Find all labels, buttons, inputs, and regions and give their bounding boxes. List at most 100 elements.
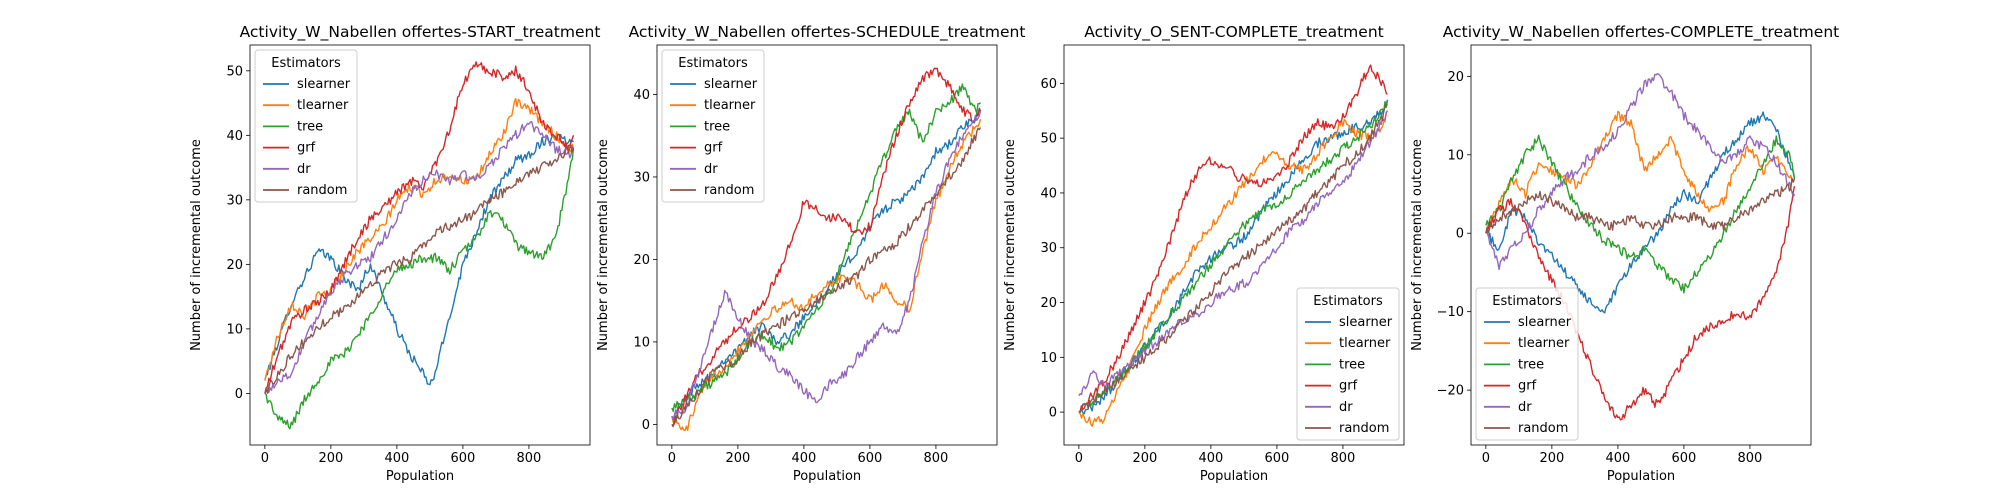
chart-panel-3: 0 200 400 600 800 0 10 20 30 40 50 60 Population Numb… (1003, 23, 1405, 484)
chart-panel-4: 0 200 400 600 800 −20 −10 0 10 20 Population Number… (1410, 23, 1839, 484)
x-tick-label: 800 (924, 451, 949, 466)
legend: Estimators slearner tlearner tree grf dr rando… (661, 49, 765, 203)
y-tick-label: 20 (1040, 296, 1057, 311)
legend-label-dr: dr (1339, 400, 1353, 415)
y-axis-label: Number of incremental outcome (189, 139, 204, 351)
series-line-tree (264, 148, 575, 430)
x-tick-label: 600 (1671, 451, 1696, 466)
x-axis-label: Population (793, 469, 861, 484)
legend-label-grf: grf (1339, 379, 1358, 394)
legend-label-slearner: slearner (1339, 315, 1393, 330)
legend-box (661, 49, 765, 203)
y-tick-label: 10 (633, 335, 650, 350)
chart-title: Activity_W_Nabellen offertes-SCHEDULE_tr… (629, 23, 1026, 42)
legend-label-slearner: slearner (297, 77, 351, 92)
legend-title: Estimators (1492, 294, 1562, 309)
y-tick-label: 40 (633, 88, 650, 103)
series-line-slearner (264, 133, 574, 386)
legend-label-slearner: slearner (1518, 315, 1572, 330)
x-axis-label: Population (1200, 469, 1268, 484)
y-tick-label: 0 (1456, 227, 1464, 242)
x-tick-label: 400 (1605, 451, 1630, 466)
y-tick-label: 30 (1040, 241, 1057, 256)
x-axis-label: Population (386, 469, 454, 484)
x-tick-label: 0 (261, 451, 269, 466)
chart-title: Activity_W_Nabellen offertes-COMPLETE_tr… (1443, 23, 1839, 42)
x-tick-label: 600 (857, 451, 882, 466)
x-tick-label: 0 (1482, 451, 1490, 466)
x-tick-label: 800 (517, 451, 542, 466)
x-tick-label: 200 (1132, 451, 1157, 466)
legend-label-tlearner: tlearner (1339, 336, 1391, 351)
legend-label-random: random (1339, 421, 1389, 436)
x-tick-label: 400 (1198, 451, 1223, 466)
series-line-grf (1078, 64, 1388, 413)
series-line-grf (264, 61, 575, 394)
chart-panel-2: 0 200 400 600 800 0 10 20 30 40 Population Number o… (596, 23, 1025, 484)
legend-label-tree: tree (704, 119, 730, 134)
y-tick-label: 10 (226, 322, 243, 337)
legend-label-random: random (704, 183, 754, 198)
series-line-tlearner (1078, 110, 1389, 427)
legend-label-tlearner: tlearner (1518, 336, 1570, 351)
legend-label-grf: grf (704, 141, 723, 156)
series-line-random (1485, 177, 1796, 234)
y-axis-label: Number of incremental outcome (1003, 139, 1018, 351)
y-tick-label: 60 (1040, 77, 1057, 92)
x-tick-label: 200 (725, 451, 750, 466)
y-tick-label: 0 (642, 418, 650, 433)
legend-title: Estimators (271, 56, 341, 71)
x-tick-label: 600 (450, 451, 475, 466)
legend-label-tlearner: tlearner (704, 98, 756, 113)
legend-label-slearner: slearner (704, 77, 758, 92)
legend-label-dr: dr (297, 162, 311, 177)
x-tick-label: 800 (1738, 451, 1763, 466)
legend-label-grf: grf (1518, 379, 1537, 394)
x-tick-label: 400 (791, 451, 816, 466)
legend-label-tree: tree (1518, 357, 1544, 372)
y-tick-label: −20 (1437, 384, 1464, 399)
plot-frame (1063, 44, 1405, 446)
series-line-slearner (671, 107, 982, 420)
chart-panel-1: 0 200 400 600 800 0 10 20 30 40 50 Population Number… (189, 23, 600, 484)
legend-box (1296, 287, 1400, 441)
y-tick-label: 40 (226, 129, 243, 144)
chart-title: Activity_O_SENT-COMPLETE_treatment (1084, 23, 1383, 42)
legend-box (1475, 287, 1579, 441)
x-tick-label: 200 (1539, 451, 1564, 466)
series-line-tlearner (1485, 110, 1796, 234)
legend-label-tree: tree (1339, 357, 1365, 372)
y-tick-label: 20 (226, 258, 243, 273)
y-tick-label: 50 (1040, 132, 1057, 147)
series-line-dr (1078, 110, 1389, 397)
x-tick-label: 600 (1264, 451, 1289, 466)
legend-label-dr: dr (704, 162, 718, 177)
series-line-dr (264, 120, 574, 394)
y-tick-label: 30 (633, 170, 650, 185)
legend: Estimators slearner tlearner tree grf dr rando… (254, 49, 358, 203)
y-axis-label: Number of incremental outcome (1410, 139, 1425, 351)
y-tick-label: 30 (226, 193, 243, 208)
series-line-grf (1485, 186, 1796, 421)
series-line-grf (671, 67, 982, 427)
series-line-dr (671, 110, 982, 420)
y-tick-label: 0 (235, 387, 243, 402)
legend-label-random: random (297, 183, 347, 198)
x-tick-label: 200 (318, 451, 343, 466)
legend-title: Estimators (1313, 294, 1383, 309)
legend-label-dr: dr (1518, 400, 1532, 415)
y-tick-label: −10 (1437, 305, 1464, 320)
legend-label-tlearner: tlearner (297, 98, 349, 113)
x-tick-label: 0 (668, 451, 676, 466)
x-axis-label: Population (1607, 469, 1675, 484)
series-line-random (671, 127, 982, 428)
legend: Estimators slearner tlearner tree grf dr rando… (1296, 287, 1400, 441)
legend: Estimators slearner tlearner tree grf dr rando… (1475, 287, 1579, 441)
y-tick-label: 10 (1447, 148, 1464, 163)
plot-frame (249, 44, 591, 446)
y-tick-label: 20 (1447, 70, 1464, 85)
legend-label-grf: grf (297, 141, 316, 156)
series-line-random (264, 144, 575, 394)
x-tick-label: 400 (384, 451, 409, 466)
chart-title: Activity_W_Nabellen offertes-START_treat… (240, 23, 601, 42)
